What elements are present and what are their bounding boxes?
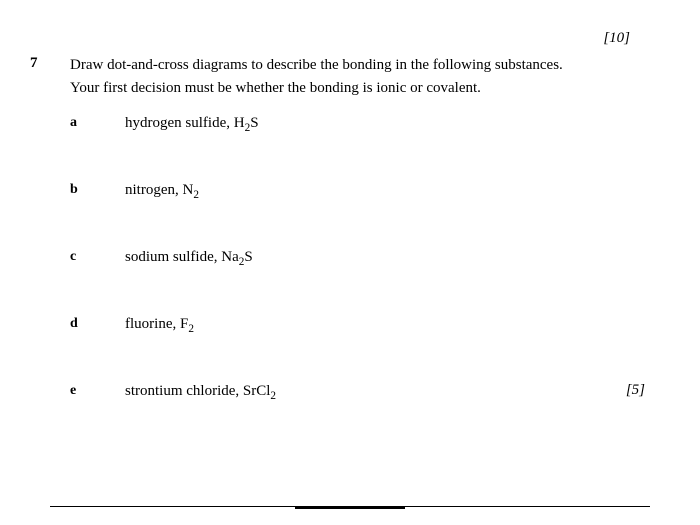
formula-base: H	[234, 115, 245, 131]
subpart-label: a	[70, 115, 125, 134]
formula-base: N	[183, 182, 194, 198]
substance-name: hydrogen sulfide,	[125, 115, 234, 131]
marks-top: [10]	[30, 30, 660, 47]
substance-name: sodium sulfide,	[125, 249, 221, 265]
subpart-a: a hydrogen sulfide, H2S	[70, 115, 660, 134]
subpart-label: d	[70, 316, 125, 335]
exam-page: [10] 7 Draw dot-and-cross diagrams to de…	[0, 0, 700, 419]
subpart-text: sodium sulfide, Na2S	[125, 249, 253, 268]
formula-base: Na	[221, 249, 239, 265]
formula-tail: S	[250, 115, 258, 131]
subpart-text: strontium chloride, SrCl2	[125, 383, 276, 402]
subpart-label: e	[70, 383, 125, 402]
substance-name: nitrogen,	[125, 182, 183, 198]
question-header: 7 Draw dot-and-cross diagrams to describ…	[30, 55, 660, 76]
subpart-text: fluorine, F2	[125, 316, 194, 335]
formula-sub: 2	[188, 323, 194, 335]
formula-base: SrCl	[243, 383, 271, 399]
subpart-d: d fluorine, F2	[70, 316, 660, 335]
formula-sub: 2	[193, 189, 199, 201]
subpart-text: nitrogen, N2	[125, 182, 199, 201]
question-text-line1: Draw dot-and-cross diagrams to describe …	[70, 55, 563, 76]
subpart-label: c	[70, 249, 125, 268]
footer-thick-rule	[295, 506, 405, 509]
subpart-text: hydrogen sulfide, H2S	[125, 115, 259, 134]
question-number: 7	[30, 55, 70, 76]
formula-sub: 2	[270, 390, 276, 402]
subpart-label: b	[70, 182, 125, 201]
subpart-b: b nitrogen, N2	[70, 182, 660, 201]
substance-name: fluorine,	[125, 316, 180, 332]
question-text-line2: Your first decision must be whether the …	[70, 80, 660, 97]
formula-tail: S	[244, 249, 252, 265]
substance-name: strontium chloride,	[125, 383, 243, 399]
subpart-c: c sodium sulfide, Na2S	[70, 249, 660, 268]
